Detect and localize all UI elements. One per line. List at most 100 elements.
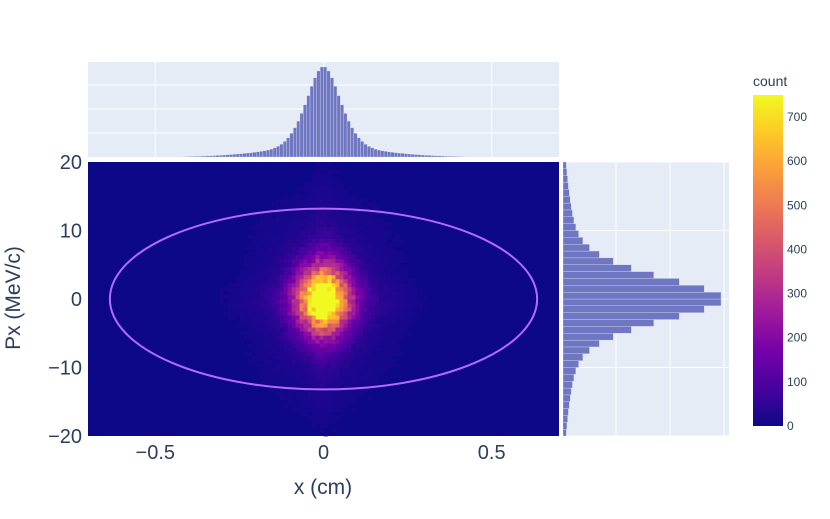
heatmap-cell bbox=[251, 250, 257, 256]
heatmap-cell bbox=[367, 222, 372, 227]
heatmap-cell bbox=[255, 290, 261, 296]
heatmap-cell bbox=[343, 262, 348, 268]
heatmap-cell bbox=[339, 411, 344, 417]
heatmap-cell bbox=[323, 327, 328, 332]
heatmap-cell bbox=[219, 299, 225, 304]
heatmap-cell bbox=[259, 214, 265, 219]
heatmap-cell bbox=[263, 343, 269, 348]
heatmap-cell bbox=[379, 218, 384, 223]
heatmap-cell bbox=[327, 242, 332, 248]
heatmap-cell bbox=[279, 282, 284, 288]
heatmap-cell bbox=[331, 355, 336, 360]
heatmap-cell bbox=[323, 299, 328, 304]
heatmap-cell bbox=[311, 186, 316, 191]
heatmap-cell bbox=[323, 411, 328, 417]
heatmap-cell bbox=[367, 367, 372, 372]
heatmap-cell bbox=[319, 262, 324, 268]
x-tick-label: 0.5 bbox=[478, 442, 506, 464]
heatmap-cell bbox=[279, 294, 284, 300]
heatmap-cell bbox=[267, 367, 273, 372]
heatmap-cell bbox=[275, 387, 280, 393]
heatmap-cell bbox=[291, 274, 296, 280]
heatmap-cell bbox=[247, 323, 253, 328]
heatmap-cell bbox=[267, 250, 273, 256]
heatmap-cell bbox=[291, 286, 296, 292]
heatmap-cell bbox=[283, 355, 288, 360]
heatmap-cell bbox=[387, 294, 392, 300]
heatmap-cell bbox=[339, 242, 344, 248]
heatmap-cell bbox=[323, 399, 328, 405]
heatmap-cell bbox=[235, 278, 241, 284]
heatmap-cell bbox=[259, 266, 265, 272]
top-histogram-bar bbox=[239, 153, 243, 158]
heatmap-cell bbox=[339, 262, 344, 268]
heatmap-cell bbox=[295, 359, 300, 364]
heatmap-cell bbox=[323, 319, 328, 324]
heatmap-cell bbox=[283, 198, 288, 203]
heatmap-cell bbox=[291, 387, 296, 393]
heatmap-cell bbox=[387, 258, 392, 264]
heatmap-cell bbox=[379, 242, 384, 248]
heatmap-cell bbox=[403, 311, 408, 316]
heatmap-cell bbox=[391, 270, 396, 276]
heatmap-cell bbox=[323, 218, 328, 223]
heatmap-cell bbox=[311, 391, 316, 397]
heatmap-cell bbox=[363, 286, 368, 292]
heatmap-cell bbox=[335, 391, 340, 397]
heatmap-cell bbox=[255, 258, 261, 264]
heatmap-cell bbox=[259, 371, 265, 376]
heatmap-cell bbox=[319, 383, 324, 389]
heatmap-cell bbox=[251, 246, 257, 252]
heatmap-cell bbox=[387, 363, 392, 368]
heatmap-cell bbox=[279, 238, 284, 243]
heatmap-cell bbox=[299, 270, 304, 276]
top-histogram-bar bbox=[195, 156, 200, 158]
heatmap-cell bbox=[327, 347, 332, 352]
heatmap-cell bbox=[259, 278, 265, 284]
heatmap-cell bbox=[339, 218, 344, 223]
heatmap-cell bbox=[335, 395, 340, 401]
heatmap-cell bbox=[375, 379, 380, 385]
heatmap-cell bbox=[287, 218, 292, 223]
heatmap-cell bbox=[299, 254, 304, 260]
top-histogram-bar bbox=[397, 152, 402, 158]
heatmap-cell bbox=[287, 331, 292, 336]
heatmap-cell bbox=[331, 254, 336, 260]
heatmap-cell bbox=[279, 250, 284, 256]
heatmap-cell bbox=[279, 347, 284, 352]
heatmap-cell bbox=[379, 294, 384, 300]
heatmap-cell bbox=[371, 363, 376, 368]
heatmap-cell bbox=[339, 399, 344, 405]
heatmap-cell bbox=[327, 190, 332, 195]
heatmap-cell bbox=[375, 230, 380, 235]
heatmap-cell bbox=[363, 282, 368, 288]
heatmap-cell bbox=[275, 246, 280, 252]
heatmap-cell bbox=[315, 218, 320, 223]
heatmap-cell bbox=[351, 274, 356, 280]
heatmap-cell bbox=[363, 363, 368, 368]
heatmap-cell bbox=[287, 250, 292, 256]
heatmap-cell bbox=[311, 331, 316, 336]
heatmap-cell bbox=[399, 303, 404, 308]
heatmap-cell bbox=[371, 339, 376, 344]
heatmap-cell bbox=[311, 214, 316, 219]
heatmap-cell bbox=[271, 359, 276, 364]
heatmap-cell bbox=[299, 375, 304, 380]
heatmap-cell bbox=[339, 371, 344, 376]
heatmap-cell bbox=[339, 355, 344, 360]
heatmap-cell bbox=[267, 307, 273, 312]
heatmap-cell bbox=[283, 299, 288, 304]
heatmap-cell bbox=[267, 355, 273, 360]
heatmap-cell bbox=[271, 379, 276, 385]
heatmap-cell bbox=[271, 319, 276, 324]
heatmap-cell bbox=[255, 254, 261, 260]
heatmap-cell bbox=[227, 299, 233, 304]
heatmap-cell bbox=[283, 202, 288, 207]
heatmap-cell bbox=[291, 226, 296, 231]
heatmap-cell bbox=[367, 307, 372, 312]
heatmap-cell bbox=[355, 311, 360, 316]
heatmap-cell bbox=[279, 383, 284, 389]
heatmap-cell bbox=[383, 258, 388, 264]
heatmap-cell bbox=[291, 282, 296, 288]
heatmap-cell bbox=[299, 214, 304, 219]
